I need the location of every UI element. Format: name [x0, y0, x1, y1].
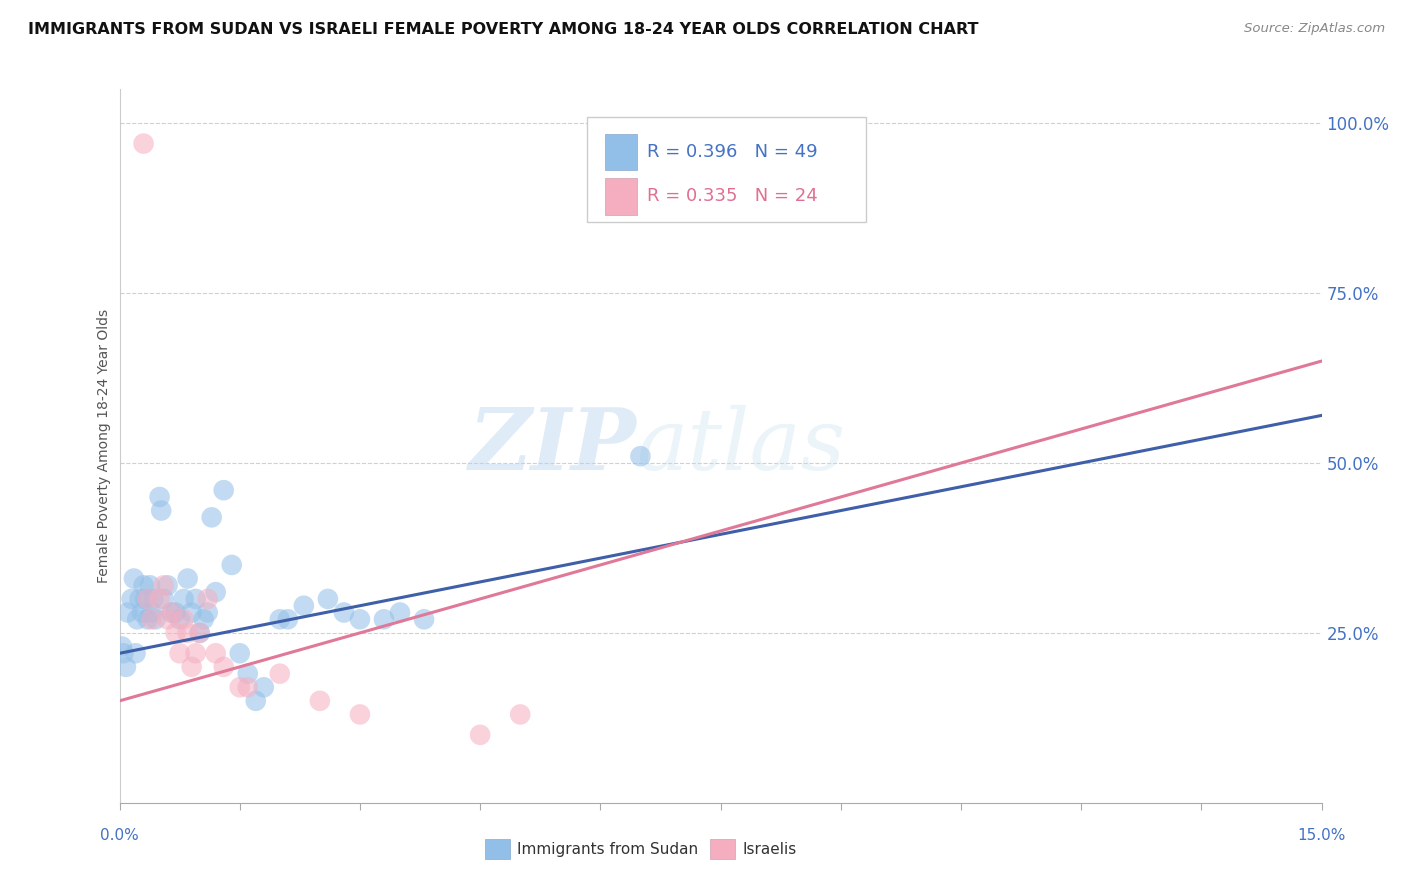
Point: [136, 612, 159, 626]
Point: [277, 612, 299, 626]
Text: 15.0%: 15.0%: [1298, 828, 1346, 843]
Point: [150, 503, 173, 517]
Point: [127, 612, 149, 626]
Y-axis label: Female Poverty Among 18-24 Year Olds: Female Poverty Among 18-24 Year Olds: [97, 309, 111, 583]
Point: [165, 626, 187, 640]
Point: [169, 612, 191, 626]
Point: [269, 666, 291, 681]
Point: [201, 510, 224, 524]
Point: [180, 606, 202, 620]
Point: [132, 578, 155, 592]
Point: [309, 694, 332, 708]
Point: [193, 612, 215, 626]
Point: [134, 591, 156, 606]
Point: [136, 591, 159, 606]
Point: [173, 591, 195, 606]
Point: [160, 606, 183, 620]
Point: [188, 626, 211, 640]
Point: [131, 606, 153, 620]
Point: [149, 490, 172, 504]
Point: [212, 660, 235, 674]
Point: [253, 680, 276, 694]
Point: [470, 728, 492, 742]
Point: [333, 606, 356, 620]
Point: [169, 646, 191, 660]
Point: [269, 612, 291, 626]
Point: [349, 612, 371, 626]
Point: [141, 606, 163, 620]
Text: atlas: atlas: [637, 405, 845, 487]
Point: [152, 591, 174, 606]
Point: [111, 640, 134, 654]
Point: [122, 572, 145, 586]
Point: [112, 646, 135, 660]
Point: [184, 591, 207, 606]
Point: [165, 606, 187, 620]
Point: [630, 449, 652, 463]
Point: [197, 591, 219, 606]
Text: Israelis: Israelis: [742, 842, 797, 856]
Text: Source: ZipAtlas.com: Source: ZipAtlas.com: [1244, 22, 1385, 36]
Point: [292, 599, 315, 613]
Point: [413, 612, 436, 626]
Point: [228, 646, 252, 660]
Text: Immigrants from Sudan: Immigrants from Sudan: [517, 842, 699, 856]
Point: [349, 707, 371, 722]
Point: [188, 626, 211, 640]
Point: [160, 606, 183, 620]
Point: [388, 606, 411, 620]
Point: [204, 585, 226, 599]
Point: [149, 591, 172, 606]
Point: [121, 591, 143, 606]
Point: [212, 483, 235, 498]
Point: [236, 680, 259, 694]
Point: [145, 612, 167, 626]
Point: [128, 591, 150, 606]
Text: R = 0.396   N = 49: R = 0.396 N = 49: [647, 143, 818, 161]
Text: R = 0.335   N = 24: R = 0.335 N = 24: [647, 187, 818, 205]
Point: [124, 646, 146, 660]
Point: [176, 572, 198, 586]
Point: [173, 612, 195, 626]
Point: [228, 680, 252, 694]
Point: [132, 136, 155, 151]
Text: IMMIGRANTS FROM SUDAN VS ISRAELI FEMALE POVERTY AMONG 18-24 YEAR OLDS CORRELATIO: IMMIGRANTS FROM SUDAN VS ISRAELI FEMALE …: [28, 22, 979, 37]
Point: [139, 578, 162, 592]
Point: [197, 606, 219, 620]
Text: ZIP: ZIP: [468, 404, 637, 488]
Point: [373, 612, 395, 626]
Point: [152, 578, 174, 592]
Point: [316, 591, 339, 606]
Point: [184, 646, 207, 660]
Point: [156, 612, 179, 626]
Point: [180, 660, 202, 674]
Point: [509, 707, 531, 722]
Point: [142, 591, 165, 606]
Point: [221, 558, 243, 572]
Text: 0.0%: 0.0%: [100, 828, 139, 843]
Point: [156, 578, 179, 592]
Point: [245, 694, 267, 708]
Point: [176, 626, 198, 640]
Point: [204, 646, 226, 660]
Point: [115, 660, 138, 674]
Point: [141, 612, 163, 626]
Point: [117, 606, 139, 620]
Point: [236, 666, 259, 681]
